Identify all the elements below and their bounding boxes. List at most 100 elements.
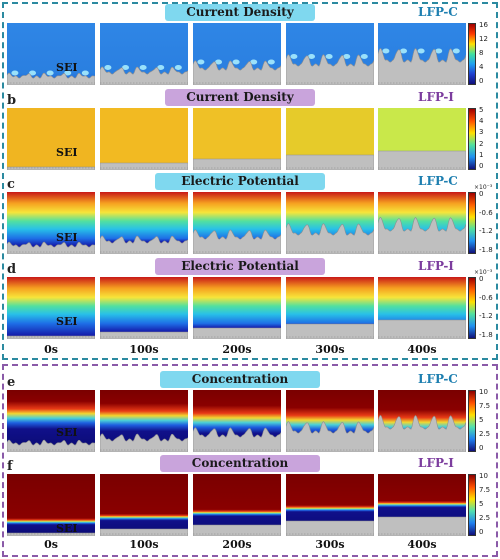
potential-c-field [286,192,374,254]
conc-c-field [378,390,466,452]
colorbar [468,192,476,254]
current-hotspot [215,59,223,65]
colorbar [468,277,476,339]
current-i-field [378,108,466,170]
sei-layer [7,72,95,85]
current-hotspot [157,65,165,70]
colorbar-tick: 7.5 [479,402,491,410]
panel-title: Concentration Distribution [160,455,320,487]
frame-0s [7,277,95,339]
colorbar-tick: 1 [479,150,484,159]
frame-300s [286,108,374,170]
current-c-field [100,23,188,85]
sei-layer [193,229,281,254]
time-label: 400s [407,343,437,356]
frame-300s [286,192,374,254]
colorbar-tick: -1.2 [479,312,493,321]
conc-c-field [100,390,188,452]
frame-bottom [2,364,498,557]
current-hotspot [81,70,89,76]
colorbar [468,108,476,170]
time-label: 0s [44,538,58,551]
panel-title: Current Density [165,4,315,21]
current-c-field [193,23,281,85]
sample-tag: LFP-I [418,259,454,273]
colorbar-tick: 8 [479,49,484,57]
frame-0s [7,23,95,85]
sei-layer [100,433,188,452]
current-hotspot [382,48,390,54]
colorbar-tick: 4 [479,63,484,71]
colorbar [468,390,476,452]
sei-label: SEI [56,61,78,74]
sei-layer [378,216,466,254]
colorbar-tick: 2.5 [479,430,491,438]
frame-400s [378,192,466,254]
colorbar [468,474,476,536]
time-label: 200s [222,538,252,551]
panel-b: b Current Density LFP-I SEI 5 4 3 2 1 0 [0,89,500,173]
frame-300s [286,390,374,452]
sei-layer [7,166,95,170]
frame-400s [378,108,466,170]
panel-letter: d [7,262,17,277]
sei-layer [100,528,188,536]
colorbar-exponent: ×10⁻³ [474,184,493,191]
potential-c-field [7,192,95,254]
sample-tag: LFP-I [418,90,454,104]
frame-300s [286,277,374,339]
panel-title: Concentration Distribution [160,371,320,403]
panel-letter: c [7,177,15,192]
panel-f: f Concentration Distribution LFP-I SEI 10 7.5… [0,455,500,539]
time-label: 300s [315,343,345,356]
current-hotspot [308,54,316,59]
panel-title: Electric Potential Distribution [155,258,325,290]
colorbar-tick: 3 [479,128,484,137]
time-label: 0s [44,343,58,356]
sei-label: SEI [56,146,78,159]
conc-i-field [100,474,188,536]
colorbar-tick: 0 [479,275,484,283]
frame-400s [378,23,466,85]
sei-layer [378,150,466,170]
frame-200s [193,277,281,339]
potential-i-field [100,277,188,339]
panel-letter: e [7,375,16,390]
potential-c-field [378,192,466,254]
potential-i-field [286,277,374,339]
panel-e: e Concentration Distribution LFP-C SEI 10 7.5… [0,371,500,455]
sei-layer [378,47,466,85]
frame-200s [193,474,281,536]
conc-i-field [286,474,374,536]
sei-label: SEI [56,315,78,328]
potential-i-field [378,277,466,339]
current-hotspot [46,70,54,76]
current-c-field [286,23,374,85]
sei-layer [286,154,374,170]
sei-layer [286,54,374,85]
current-hotspot [11,70,19,76]
current-hotspot [400,48,408,54]
current-i-field [193,108,281,170]
time-label: 300s [315,538,345,551]
sample-tag: LFP-C [418,174,458,188]
panel-title: Current Density [165,89,315,106]
current-hotspot [325,54,333,59]
current-hotspot [232,59,240,65]
frame-300s [286,23,374,85]
colorbar-tick: 10 [479,472,488,480]
potential-i-field [193,277,281,339]
sei-layer [100,66,188,85]
sei-layer [286,520,374,536]
frame-0s [7,474,95,536]
colorbar-tick: 0 [479,190,484,198]
frame-400s [378,390,466,452]
sei-layer [100,235,188,254]
frame-100s [100,277,188,339]
current-hotspot [104,65,112,70]
sample-tag: LFP-C [418,5,458,19]
frame-200s [193,108,281,170]
sei-layer [7,439,95,452]
current-hotspot [29,70,37,76]
sample-tag: LFP-I [418,456,454,470]
